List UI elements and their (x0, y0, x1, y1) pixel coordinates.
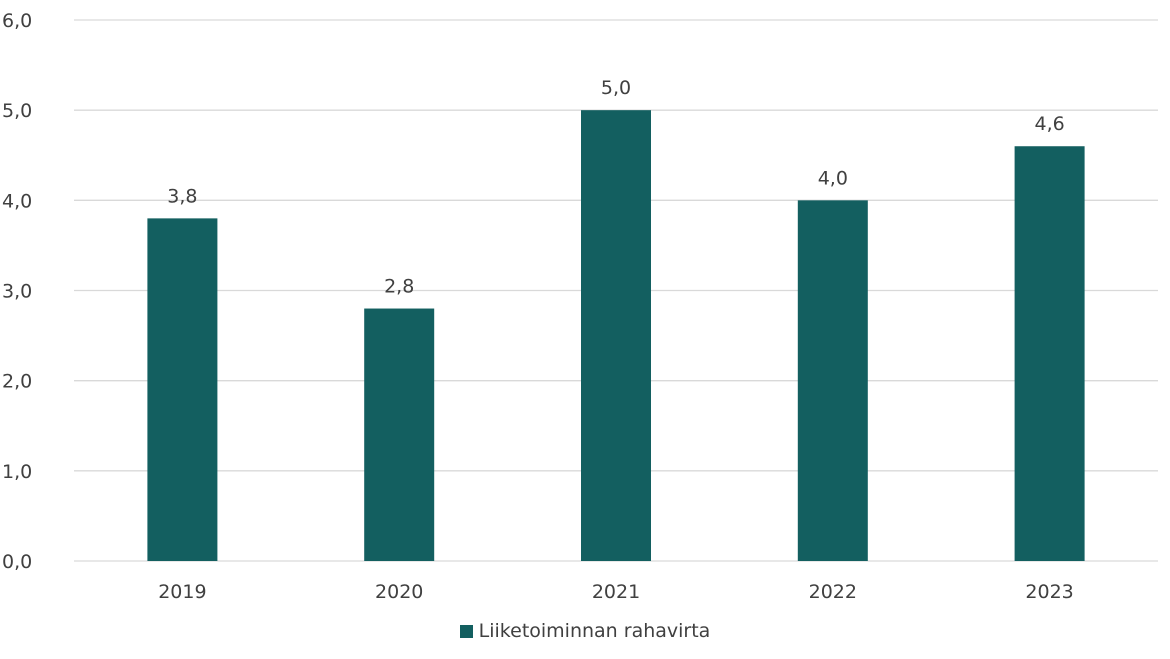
y-tick-label: 0,0 (2, 551, 32, 573)
bar-2019 (147, 218, 218, 561)
bar-2020 (364, 308, 435, 561)
data-label-2020: 2,8 (384, 276, 414, 298)
legend: Liiketoiminnan rahavirta (0, 620, 1170, 642)
bar-2022 (797, 200, 868, 562)
y-tick-label: 3,0 (2, 281, 32, 303)
bars (147, 110, 1085, 562)
data-label-2022: 4,0 (818, 167, 848, 189)
x-tick-label: 2021 (592, 581, 640, 603)
y-tick-label: 5,0 (2, 100, 32, 122)
y-tick-label: 6,0 (2, 10, 32, 32)
data-labels: 3,8 2,8 5,0 4,0 4,6 (167, 77, 1064, 297)
y-tick-label: 4,0 (2, 190, 32, 212)
data-label-2021: 5,0 (601, 77, 631, 99)
x-axis-ticks: 2019 2020 2021 2022 2023 (158, 581, 1074, 603)
y-tick-label: 1,0 (2, 461, 32, 483)
data-label-2023: 4,6 (1034, 113, 1064, 135)
y-axis-ticks: 0,0 1,0 2,0 3,0 4,0 5,0 6,0 (2, 10, 32, 573)
bar-chart: 0,0 1,0 2,0 3,0 4,0 5,0 6,0 3,8 2,8 5,0 4,0 4,6 20… (2, 10, 1158, 603)
x-tick-label: 2023 (1025, 581, 1073, 603)
bar-2021 (581, 110, 651, 562)
x-tick-label: 2019 (158, 581, 206, 603)
x-tick-label: 2022 (809, 581, 857, 603)
data-label-2019: 3,8 (167, 185, 197, 207)
bar-2023 (1014, 146, 1085, 561)
x-tick-label: 2020 (375, 581, 423, 603)
legend-swatch (459, 624, 473, 638)
y-tick-label: 2,0 (2, 371, 32, 393)
legend-label: Liiketoiminnan rahavirta (478, 620, 711, 642)
